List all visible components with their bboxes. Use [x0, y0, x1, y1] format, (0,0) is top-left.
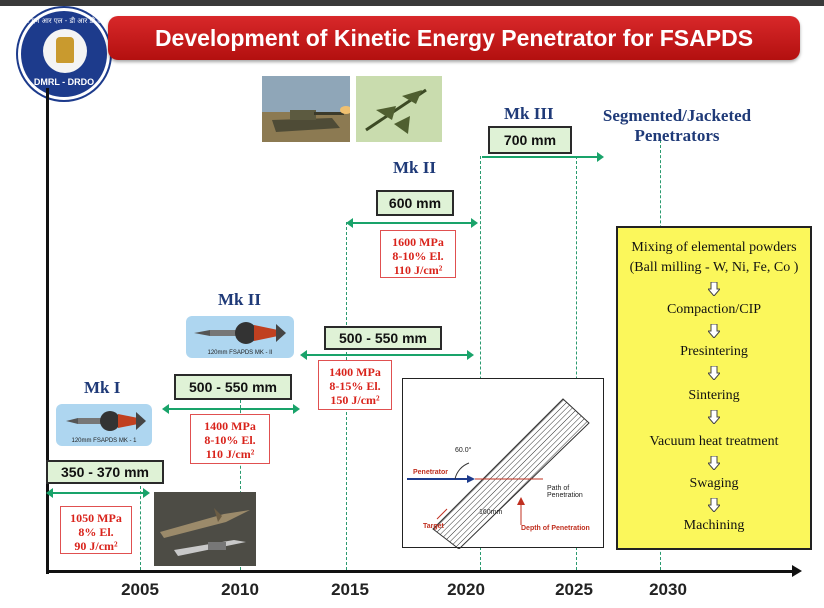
- diagram-label-target: Target: [423, 523, 444, 530]
- process-step: (Ball milling - W, Ni, Fe, Co ): [629, 260, 799, 275]
- stage-mk2-2020-label: Mk II: [393, 158, 436, 177]
- process-step: Presintering: [680, 344, 748, 359]
- down-arrow-icon: [708, 366, 720, 380]
- mk2-shell-image: 120mm FSAPDS MK - II: [186, 316, 294, 358]
- logo-text: DMRL - DRDO: [33, 77, 95, 87]
- stage-mk1-label: Mk I: [84, 378, 121, 397]
- process-step: Compaction/CIP: [666, 302, 762, 317]
- year-guide-line: [576, 156, 577, 570]
- stage5-penetration-box: 700 mm: [488, 126, 572, 154]
- stage4-range-arrow: [346, 218, 478, 228]
- future-concept-heading: Segmented/Jacketed Penetrators: [602, 106, 752, 145]
- year-label: 2010: [221, 580, 259, 599]
- slide-title: Development of Kinetic Energy Penetrator…: [108, 16, 800, 60]
- mk2-shell-caption: 120mm FSAPDS MK - II: [207, 350, 273, 356]
- down-arrow-icon: [708, 324, 720, 338]
- diagram-label-width: 160mm: [479, 509, 503, 516]
- tank-photo: [262, 76, 350, 142]
- diagram-label-penetrator: Penetrator: [413, 469, 449, 476]
- process-step: Sintering: [688, 388, 740, 403]
- axis-arrowhead-icon: [792, 565, 802, 577]
- year-label: 2025: [555, 580, 593, 599]
- process-step: Machining: [683, 518, 745, 533]
- process-step: Swaging: [689, 476, 739, 491]
- stage4-properties: 1600 MPa 8-10% El. 110 J/cm²: [380, 230, 456, 278]
- year-guide-line: [480, 156, 481, 570]
- emblem-icon: [56, 37, 74, 63]
- stage3-range-arrow: [300, 350, 474, 360]
- year-label: 2020: [447, 580, 485, 599]
- mk1-shell-caption: 120mm FSAPDS MK - 1: [71, 438, 137, 444]
- mk2-properties: 1400 MPa 8-10% El. 110 J/cm²: [190, 414, 270, 464]
- diagram-label-angle: 60.0°: [455, 447, 472, 454]
- mk2-range-arrow: [162, 404, 300, 414]
- stage-mk3-label: Mk III: [504, 104, 554, 123]
- stage3-penetration-box: 500 - 550 mm: [324, 326, 442, 350]
- year-guide-line: [140, 486, 141, 570]
- year-label: 2005: [121, 580, 159, 599]
- mk1-penetration-box: 350 - 370 mm: [46, 460, 164, 484]
- process-step: Mixing of elemental powders: [631, 240, 797, 255]
- penetration-diagram: Penetrator Target Path of Penetration De…: [402, 378, 604, 549]
- stage-mk2-label: Mk II: [218, 290, 261, 309]
- diagram-label-path: Path of Penetration: [547, 485, 583, 499]
- process-flow-box: Mixing of elemental powders (Ball millin…: [616, 226, 812, 550]
- timeline-axis: [46, 570, 794, 573]
- penetrator-photo: [154, 492, 256, 566]
- mk2-penetration-box: 500 - 550 mm: [174, 374, 292, 400]
- year-label: 2030: [649, 580, 687, 599]
- down-arrow-icon: [708, 282, 720, 296]
- year-guide-line: [240, 400, 241, 570]
- window-strip: [0, 0, 824, 6]
- mk1-properties: 1050 MPa 8% El. 90 J/cm²: [60, 506, 132, 554]
- mk1-shell-image: 120mm FSAPDS MK - 1: [56, 404, 152, 446]
- stage3-properties: 1400 MPa 8-15% El. 150 J/cm²: [318, 360, 392, 410]
- stage5-range-arrow: [482, 152, 604, 162]
- logo-hindi-text: डी एम आर एल - डी आर डी ओ: [23, 17, 105, 25]
- down-arrow-icon: [708, 498, 720, 512]
- stage4-penetration-box: 600 mm: [376, 190, 454, 216]
- down-arrow-icon: [708, 410, 720, 424]
- process-step: Vacuum heat treatment: [649, 434, 779, 449]
- mk1-range-arrow: [46, 488, 150, 498]
- year-label: 2015: [331, 580, 369, 599]
- projectile-flight-photo: [356, 76, 442, 142]
- diagram-label-depth: Depth of Penetration: [521, 525, 590, 532]
- vertical-axis: [46, 88, 49, 574]
- down-arrow-icon: [708, 456, 720, 470]
- dmrl-drdo-logo: डी एम आर एल - डी आर डी ओ DMRL - DRDO: [18, 8, 110, 100]
